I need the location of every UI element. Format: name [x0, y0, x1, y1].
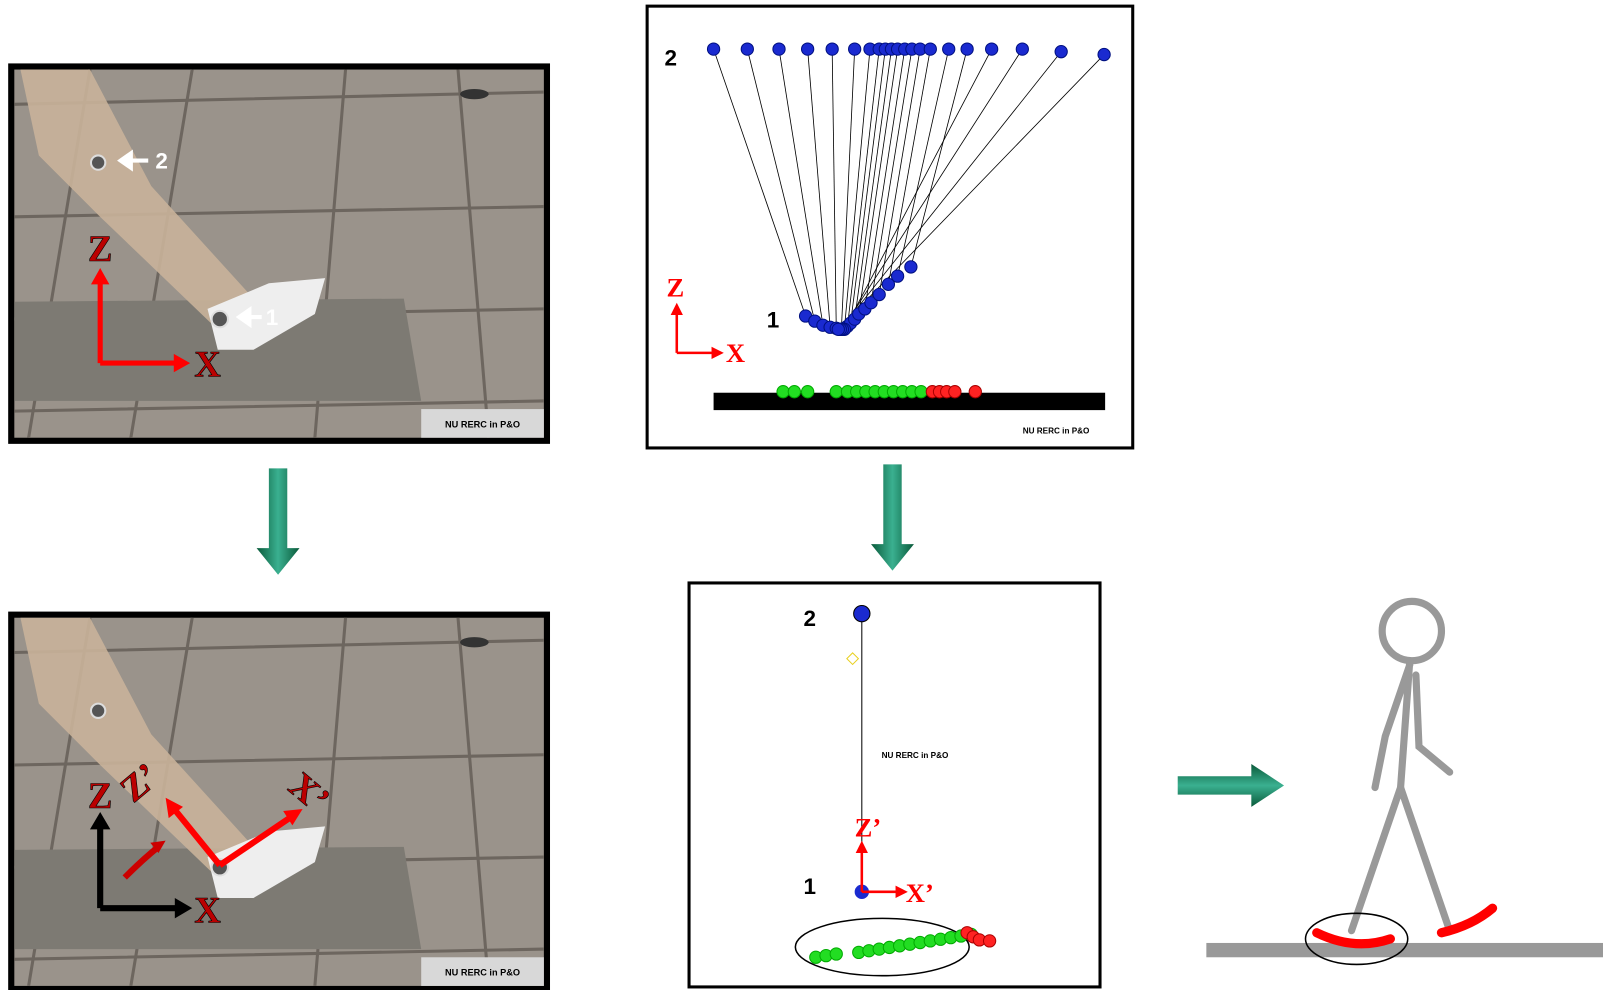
watermark: NU RERC in P&O	[882, 751, 949, 760]
marker-label: 1	[266, 305, 279, 330]
marker-1	[905, 261, 917, 273]
contact	[915, 386, 927, 398]
marker-2	[943, 43, 955, 55]
plot-bottom: 2 1 Z’ X’ NU RERC in P&O	[689, 583, 1100, 987]
page: {"photo_top":{"marker_labels":["2","1"],…	[0, 0, 1603, 990]
photo-bottom: Z X Z’ X’ NU RERC in P&O	[8, 612, 550, 990]
marker-label: 2	[155, 149, 168, 174]
marker-2	[1098, 48, 1110, 60]
marker-2	[773, 43, 785, 55]
axis-label: Z	[88, 775, 113, 816]
axis-label: X	[194, 889, 221, 930]
contact	[983, 935, 995, 947]
axis-label: X	[726, 338, 745, 368]
marker-label: 2	[665, 45, 678, 70]
marker-2	[1055, 46, 1067, 58]
marker-1	[891, 270, 903, 282]
axis-label: X’	[906, 878, 934, 908]
marker-2	[849, 43, 861, 55]
plot-top: 2 1 Z X NU RERC in P&O	[647, 6, 1133, 448]
axis-label: Z	[88, 228, 113, 269]
marker-2	[741, 43, 753, 55]
marker-2	[1016, 43, 1028, 55]
watermark: NU RERC in P&O	[445, 419, 520, 429]
marker-label: 1	[804, 874, 817, 899]
watermark: NU RERC in P&O	[1023, 427, 1090, 436]
marker-2	[802, 43, 814, 55]
diagram: 2 1 Z X NU RERC in P&O Z X Z’ X’ NU RERC…	[0, 0, 1603, 990]
marker-label: 2	[804, 606, 817, 631]
marker-2	[826, 43, 838, 55]
contact	[777, 386, 789, 398]
marker-2	[707, 43, 719, 55]
contact	[969, 386, 981, 398]
contact	[830, 386, 842, 398]
axis-label: Z’	[855, 813, 882, 843]
marker-label: 1	[767, 307, 780, 332]
watermark: NU RERC in P&O	[445, 968, 520, 978]
marker-2	[986, 43, 998, 55]
contact	[949, 386, 961, 398]
axis-label: X	[194, 343, 221, 384]
axis-label: Z	[667, 273, 685, 303]
contact	[802, 386, 814, 398]
marker-1	[832, 323, 844, 335]
marker-1	[873, 288, 885, 300]
marker-2	[961, 43, 973, 55]
contact	[788, 386, 800, 398]
marker-2	[924, 43, 936, 55]
photo-top: 2 1 Z X NU RERC in P&O	[8, 63, 550, 443]
contact	[830, 948, 842, 960]
